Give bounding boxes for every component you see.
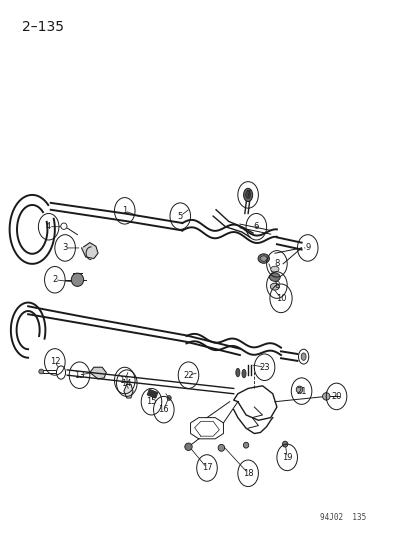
Text: 6: 6 bbox=[253, 222, 259, 231]
Ellipse shape bbox=[39, 369, 44, 374]
Text: 13: 13 bbox=[74, 370, 85, 379]
Polygon shape bbox=[123, 384, 133, 398]
Text: 18: 18 bbox=[242, 469, 253, 478]
Ellipse shape bbox=[243, 188, 252, 201]
Text: 12: 12 bbox=[50, 358, 60, 367]
Ellipse shape bbox=[243, 442, 248, 448]
Text: 2: 2 bbox=[52, 275, 57, 284]
Text: 8: 8 bbox=[273, 280, 279, 289]
Ellipse shape bbox=[298, 349, 308, 364]
Text: 22: 22 bbox=[183, 370, 193, 379]
Text: 16: 16 bbox=[158, 405, 169, 414]
Text: 11: 11 bbox=[119, 376, 130, 385]
Ellipse shape bbox=[218, 445, 224, 451]
Ellipse shape bbox=[245, 191, 250, 199]
Ellipse shape bbox=[61, 223, 67, 229]
Text: 20: 20 bbox=[330, 392, 341, 401]
Text: 9: 9 bbox=[304, 244, 310, 253]
Ellipse shape bbox=[300, 353, 305, 360]
Text: 94J02  135: 94J02 135 bbox=[319, 513, 365, 522]
Text: 17: 17 bbox=[201, 464, 212, 472]
Text: 23: 23 bbox=[259, 363, 269, 372]
Ellipse shape bbox=[282, 441, 287, 447]
Polygon shape bbox=[81, 243, 98, 259]
Text: 5: 5 bbox=[177, 212, 183, 221]
Text: 14: 14 bbox=[121, 378, 132, 387]
Ellipse shape bbox=[269, 273, 280, 281]
Ellipse shape bbox=[270, 266, 278, 272]
Polygon shape bbox=[90, 367, 106, 379]
Text: 15: 15 bbox=[146, 397, 157, 406]
Ellipse shape bbox=[71, 273, 83, 286]
Ellipse shape bbox=[270, 283, 279, 290]
Text: 8: 8 bbox=[273, 260, 279, 268]
Text: 10: 10 bbox=[275, 294, 285, 303]
Text: 21: 21 bbox=[296, 386, 306, 395]
Ellipse shape bbox=[56, 366, 65, 379]
Ellipse shape bbox=[257, 254, 269, 263]
Text: 19: 19 bbox=[281, 453, 292, 462]
Text: 1: 1 bbox=[122, 206, 127, 215]
Ellipse shape bbox=[167, 395, 171, 400]
Text: 7: 7 bbox=[245, 190, 250, 199]
Polygon shape bbox=[147, 390, 157, 398]
Ellipse shape bbox=[241, 369, 245, 378]
Ellipse shape bbox=[296, 386, 302, 393]
Text: 2–135: 2–135 bbox=[22, 20, 64, 34]
Text: 4: 4 bbox=[46, 222, 51, 231]
Ellipse shape bbox=[235, 368, 239, 377]
Ellipse shape bbox=[322, 393, 329, 400]
Ellipse shape bbox=[260, 256, 266, 261]
Ellipse shape bbox=[184, 443, 192, 450]
Text: 3: 3 bbox=[62, 244, 68, 253]
